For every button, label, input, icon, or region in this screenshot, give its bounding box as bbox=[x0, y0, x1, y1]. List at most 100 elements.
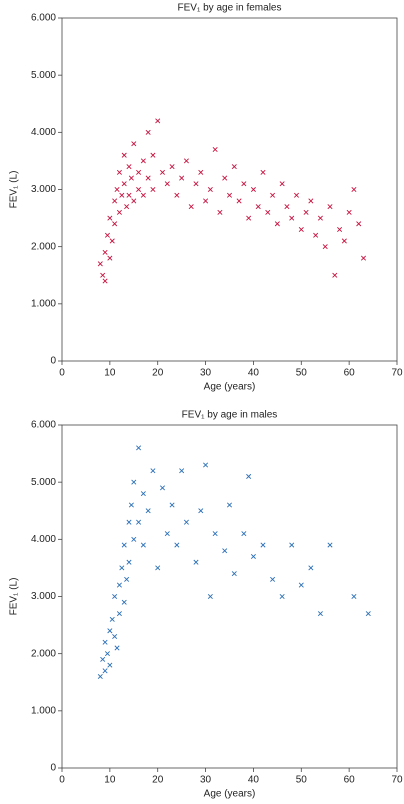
point bbox=[140, 542, 146, 548]
point bbox=[100, 656, 106, 662]
point bbox=[293, 192, 300, 198]
point bbox=[112, 633, 118, 640]
point bbox=[308, 198, 314, 204]
point bbox=[279, 181, 285, 187]
plot-frame bbox=[61, 424, 398, 769]
x-tick-label: 0 bbox=[59, 775, 65, 786]
point bbox=[112, 198, 118, 204]
point bbox=[116, 169, 122, 175]
point bbox=[128, 502, 134, 508]
y-tick-label: 6.000 bbox=[31, 13, 56, 24]
point bbox=[121, 152, 127, 158]
x-axis-label: Age (years) bbox=[204, 789, 256, 800]
point bbox=[164, 181, 170, 187]
point bbox=[136, 186, 142, 193]
y-axis-label: FEV₁ (L) bbox=[9, 171, 20, 209]
x-tick-label: 10 bbox=[104, 368, 116, 379]
point bbox=[332, 272, 338, 278]
point bbox=[198, 169, 204, 175]
point bbox=[116, 611, 122, 617]
point bbox=[207, 593, 213, 600]
y-tick-label: 2.000 bbox=[31, 241, 56, 252]
x-tick-label: 20 bbox=[152, 775, 164, 786]
point bbox=[131, 536, 137, 542]
y-tick-label: 0 bbox=[50, 763, 56, 774]
point bbox=[298, 582, 304, 588]
point bbox=[136, 445, 142, 451]
point bbox=[222, 175, 228, 181]
plot-frame bbox=[61, 17, 398, 362]
point bbox=[313, 232, 319, 238]
point bbox=[188, 204, 194, 210]
point bbox=[174, 192, 180, 198]
point bbox=[279, 593, 285, 600]
point bbox=[217, 209, 223, 215]
point bbox=[183, 158, 189, 164]
point bbox=[289, 542, 295, 548]
point bbox=[260, 169, 266, 175]
point bbox=[317, 215, 323, 221]
point bbox=[100, 272, 106, 278]
x-tick-label: 40 bbox=[248, 775, 260, 786]
point bbox=[109, 616, 115, 622]
x-axis-label: Age (years) bbox=[204, 382, 256, 393]
point bbox=[317, 611, 323, 617]
point bbox=[169, 164, 175, 170]
x-tick-label: 0 bbox=[59, 368, 65, 379]
y-tick-label: 5.000 bbox=[31, 477, 56, 488]
point bbox=[109, 238, 115, 244]
point bbox=[169, 502, 175, 508]
point bbox=[236, 198, 242, 204]
point bbox=[102, 249, 108, 255]
y-tick-label: 1.000 bbox=[31, 705, 56, 716]
point bbox=[121, 181, 127, 187]
point bbox=[241, 181, 247, 187]
x-tick-label: 10 bbox=[104, 775, 116, 786]
point bbox=[102, 639, 108, 645]
point bbox=[260, 542, 266, 548]
point bbox=[226, 192, 233, 198]
point bbox=[365, 611, 371, 617]
point bbox=[346, 209, 352, 215]
x-tick-label: 50 bbox=[296, 368, 308, 379]
point bbox=[128, 175, 134, 181]
point bbox=[136, 169, 142, 175]
point bbox=[155, 565, 161, 571]
point bbox=[193, 559, 199, 565]
point bbox=[126, 164, 132, 170]
x-tick-label: 50 bbox=[296, 775, 308, 786]
point bbox=[126, 559, 132, 565]
point bbox=[114, 186, 120, 193]
point bbox=[102, 278, 108, 284]
chart-title: FEV₁ by age in males bbox=[182, 410, 278, 421]
point bbox=[351, 186, 357, 193]
point bbox=[140, 158, 146, 164]
point bbox=[193, 181, 199, 187]
point bbox=[212, 146, 218, 153]
point bbox=[250, 553, 256, 560]
point bbox=[341, 238, 347, 244]
point bbox=[212, 531, 218, 537]
point bbox=[274, 221, 280, 227]
point bbox=[136, 519, 142, 525]
x-tick-label: 20 bbox=[152, 368, 164, 379]
y-tick-label: 0 bbox=[50, 356, 56, 367]
point bbox=[360, 255, 367, 261]
point bbox=[114, 645, 120, 651]
x-tick-label: 60 bbox=[344, 775, 356, 786]
point bbox=[327, 204, 333, 210]
point bbox=[119, 192, 125, 198]
point bbox=[155, 118, 161, 124]
point bbox=[327, 542, 333, 548]
point bbox=[121, 542, 127, 548]
y-axis-label: FEV₁ (L) bbox=[9, 578, 20, 616]
point bbox=[246, 215, 252, 221]
point bbox=[179, 175, 185, 181]
point bbox=[159, 485, 166, 491]
point bbox=[289, 215, 295, 221]
point bbox=[164, 531, 170, 537]
point bbox=[150, 186, 156, 193]
y-tick-label: 2.000 bbox=[31, 648, 56, 659]
point bbox=[145, 175, 151, 181]
